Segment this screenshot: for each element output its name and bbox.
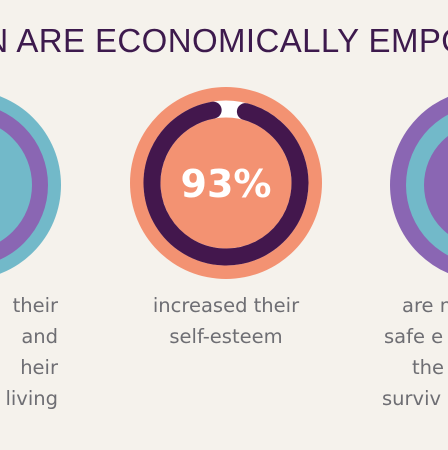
center-stat-ring: 93% [130,87,322,279]
left-stat-line: heir [20,356,58,379]
center-stat-line: increased their [152,294,300,317]
center-percent-label: 93% [181,162,272,206]
right-stat-line: surviv [382,387,442,410]
right-stat-line: are m [402,294,448,317]
left-ring-track [0,110,48,260]
right-stat-ring [390,96,448,274]
left-stat-line: their [12,294,58,317]
left-stat-ring [0,96,61,274]
right-stat-text: are m safe e the surviv [380,290,448,414]
headline: EN ARE ECONOMICALLY EMPOW [0,22,448,59]
right-ring-core [424,136,448,234]
center-stat-line: self-esteem [169,325,283,348]
center-ring-progress [143,101,309,266]
left-stat-line: living [5,387,58,410]
right-stat-line: safe e [384,325,444,348]
left-stat-text: their and heir living [5,290,58,414]
left-stat-line: and [21,325,58,348]
right-stat-line: the [412,356,445,379]
center-stat-text: increased their self-esteem [100,290,352,352]
